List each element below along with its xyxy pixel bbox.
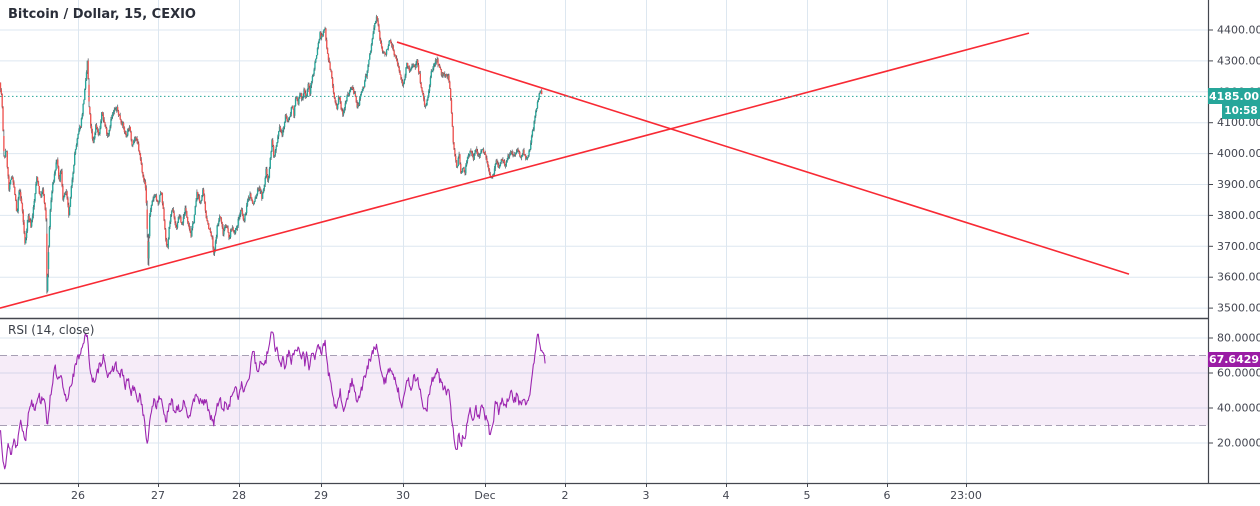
symbol-title: Bitcoin / Dollar, 15, CEXIO	[8, 7, 196, 22]
time-axis-label: Dec	[474, 489, 495, 502]
time-axis-label: 27	[151, 489, 165, 502]
descending-resistance	[396, 41, 1130, 275]
time-axis-label: 28	[232, 489, 246, 502]
time-axis-label: 6	[884, 489, 891, 502]
bar-countdown-badge: 10:58	[1222, 104, 1260, 119]
rsi-axis-label: 20.0000	[1217, 437, 1260, 450]
candlestick-series	[0, 14, 543, 294]
time-axis-label: 4	[723, 489, 730, 502]
time-axis-label: 30	[396, 489, 410, 502]
rsi-axis-label: 40.0000	[1217, 402, 1260, 415]
price-axis-label: 4300.00	[1217, 54, 1260, 67]
time-axis-label: 3	[643, 489, 650, 502]
price-axis-label: 3600.00	[1217, 271, 1260, 284]
rsi-band	[0, 355, 1208, 426]
price-axis-label: 4400.00	[1217, 24, 1260, 37]
price-axis-label: 3900.00	[1217, 178, 1260, 191]
trendlines[interactable]	[0, 32, 1130, 309]
ascending-support	[0, 32, 1030, 309]
time-axis-label: 2	[562, 489, 569, 502]
rsi-axis-label: 60.0000	[1217, 367, 1260, 380]
time-axis-label: 23:00	[950, 489, 982, 502]
rsi-axis-label: 80.0000	[1217, 332, 1260, 345]
last-price-badge: 4185.00	[1208, 88, 1260, 104]
rsi-indicator-label: RSI (14, close)	[8, 323, 95, 337]
time-axis-label: 29	[314, 489, 328, 502]
gridlines	[0, 0, 1208, 483]
time-axis-label: 5	[804, 489, 811, 502]
price-axis-label: 3800.00	[1217, 209, 1260, 222]
price-axis-label: 4000.00	[1217, 147, 1260, 160]
rsi-value-badge: 67.6429	[1208, 352, 1260, 367]
time-axis-label: 26	[71, 489, 85, 502]
rsi-line	[0, 331, 546, 470]
price-axis-label: 4100.00	[1217, 116, 1260, 129]
price-axis-label: 3500.00	[1217, 302, 1260, 315]
price-axis-label: 3700.00	[1217, 240, 1260, 253]
